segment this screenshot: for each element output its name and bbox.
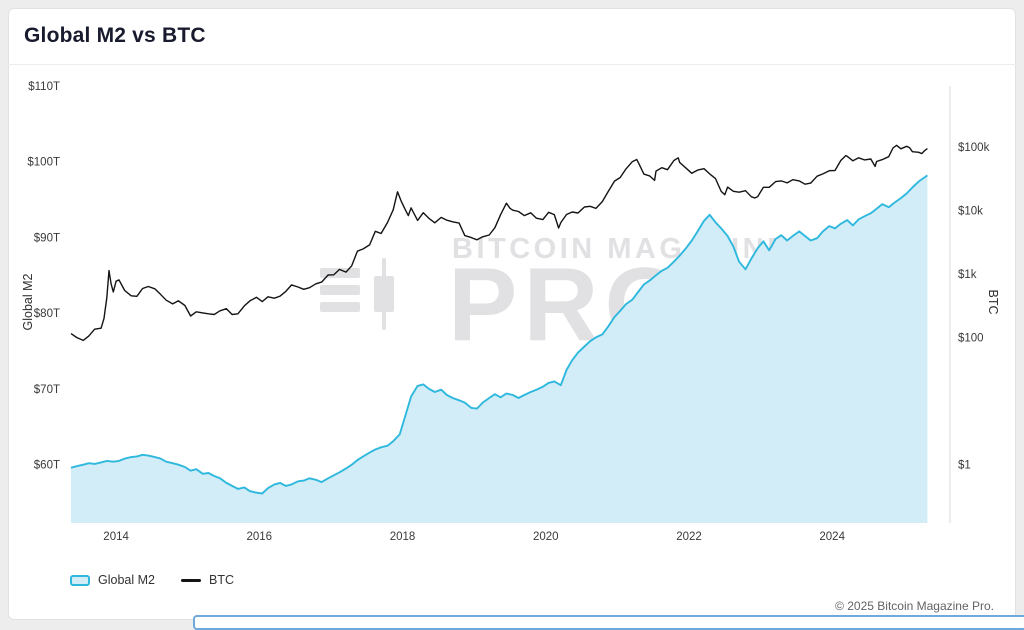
right-axis-tick-label: $100 [958, 332, 984, 344]
left-axis-tick-label: $110T [28, 81, 60, 93]
x-axis-tick-label: 2014 [103, 531, 129, 543]
right-axis-tick-label: $1 [958, 460, 971, 472]
card-header: Global M2 vs BTC [8, 8, 1016, 65]
left-axis-title: Global M2 [21, 273, 35, 330]
x-axis-tick-label: 2022 [676, 531, 702, 543]
left-axis-tick-label: $100T [27, 157, 60, 169]
legend-item-btc[interactable]: BTC [180, 573, 234, 587]
left-axis-tick-label: $90T [34, 232, 60, 244]
x-axis-tick-label: 2020 [533, 531, 559, 543]
x-axis-tick-label: 2024 [819, 531, 845, 543]
global-m2-area-swatch [70, 574, 90, 586]
right-axis-title: BTC [986, 290, 1000, 315]
btc-line [70, 144, 928, 342]
left-axis-tick-label: $80T [34, 308, 60, 320]
chart-legend: Global M2 BTC [70, 573, 234, 587]
btc-line-swatch [180, 578, 201, 582]
legend-label-global-m2: Global M2 [98, 573, 155, 587]
x-axis-tick-label: 2018 [390, 531, 416, 543]
legend-item-global-m2[interactable]: Global M2 [70, 573, 155, 587]
x-axis-tick-label: 2016 [247, 531, 273, 543]
right-axis-tick-label: $10k [958, 205, 983, 217]
right-axis-tick-label: $1k [958, 269, 977, 281]
copyright-text: © 2025 Bitcoin Magazine Pro. [835, 599, 994, 613]
right-axis-tick-label: $100k [958, 142, 990, 154]
left-axis-tick-label: $70T [34, 384, 60, 396]
global-m2-area [71, 175, 928, 523]
global-m2-line [70, 174, 928, 495]
plot-hover-region[interactable] [66, 86, 936, 523]
legend-label-btc: BTC [208, 573, 234, 587]
page-title: Global M2 vs BTC [24, 24, 206, 47]
left-axis-tick-label: $60T [34, 460, 60, 472]
